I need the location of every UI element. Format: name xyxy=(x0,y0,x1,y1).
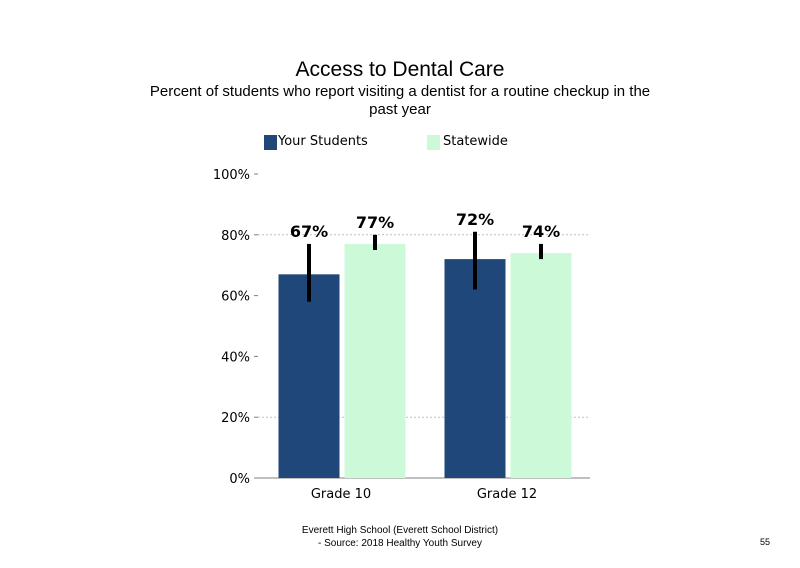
footer: Everett High School (Everett School Dist… xyxy=(0,524,800,550)
y-tick-label: 80% xyxy=(221,229,250,244)
y-tick-label: 100% xyxy=(213,168,250,183)
legend-swatch-statewide xyxy=(427,135,440,150)
page-number: 55 xyxy=(759,537,770,547)
data-label: 72% xyxy=(456,210,494,229)
footer-source: - Source: 2018 Healthy Youth Survey xyxy=(318,538,482,549)
footer-school: Everett High School (Everett School Dist… xyxy=(301,525,499,536)
chart-subtitle: Percent of students who report visiting … xyxy=(149,83,651,118)
bar xyxy=(444,259,506,478)
bar xyxy=(278,274,340,478)
x-tick-label: Grade 10 xyxy=(311,487,371,502)
bar xyxy=(344,243,406,478)
bar xyxy=(510,253,572,478)
y-tick-label: 0% xyxy=(229,472,250,487)
chart-legend: Your Students Statewide xyxy=(0,133,800,153)
legend-label-your-students: Your Students xyxy=(278,134,368,149)
data-label: 74% xyxy=(522,222,560,241)
x-tick-label: Grade 12 xyxy=(477,487,537,502)
chart-title: Access to Dental Care xyxy=(295,58,505,81)
y-tick-label: 40% xyxy=(221,350,250,365)
legend-label-statewide: Statewide xyxy=(443,134,508,149)
y-tick-label: 20% xyxy=(221,411,250,426)
y-tick-label: 60% xyxy=(221,290,250,305)
data-label: 77% xyxy=(356,213,394,232)
legend-swatch-your-students xyxy=(264,135,277,150)
data-label: 67% xyxy=(290,222,328,241)
